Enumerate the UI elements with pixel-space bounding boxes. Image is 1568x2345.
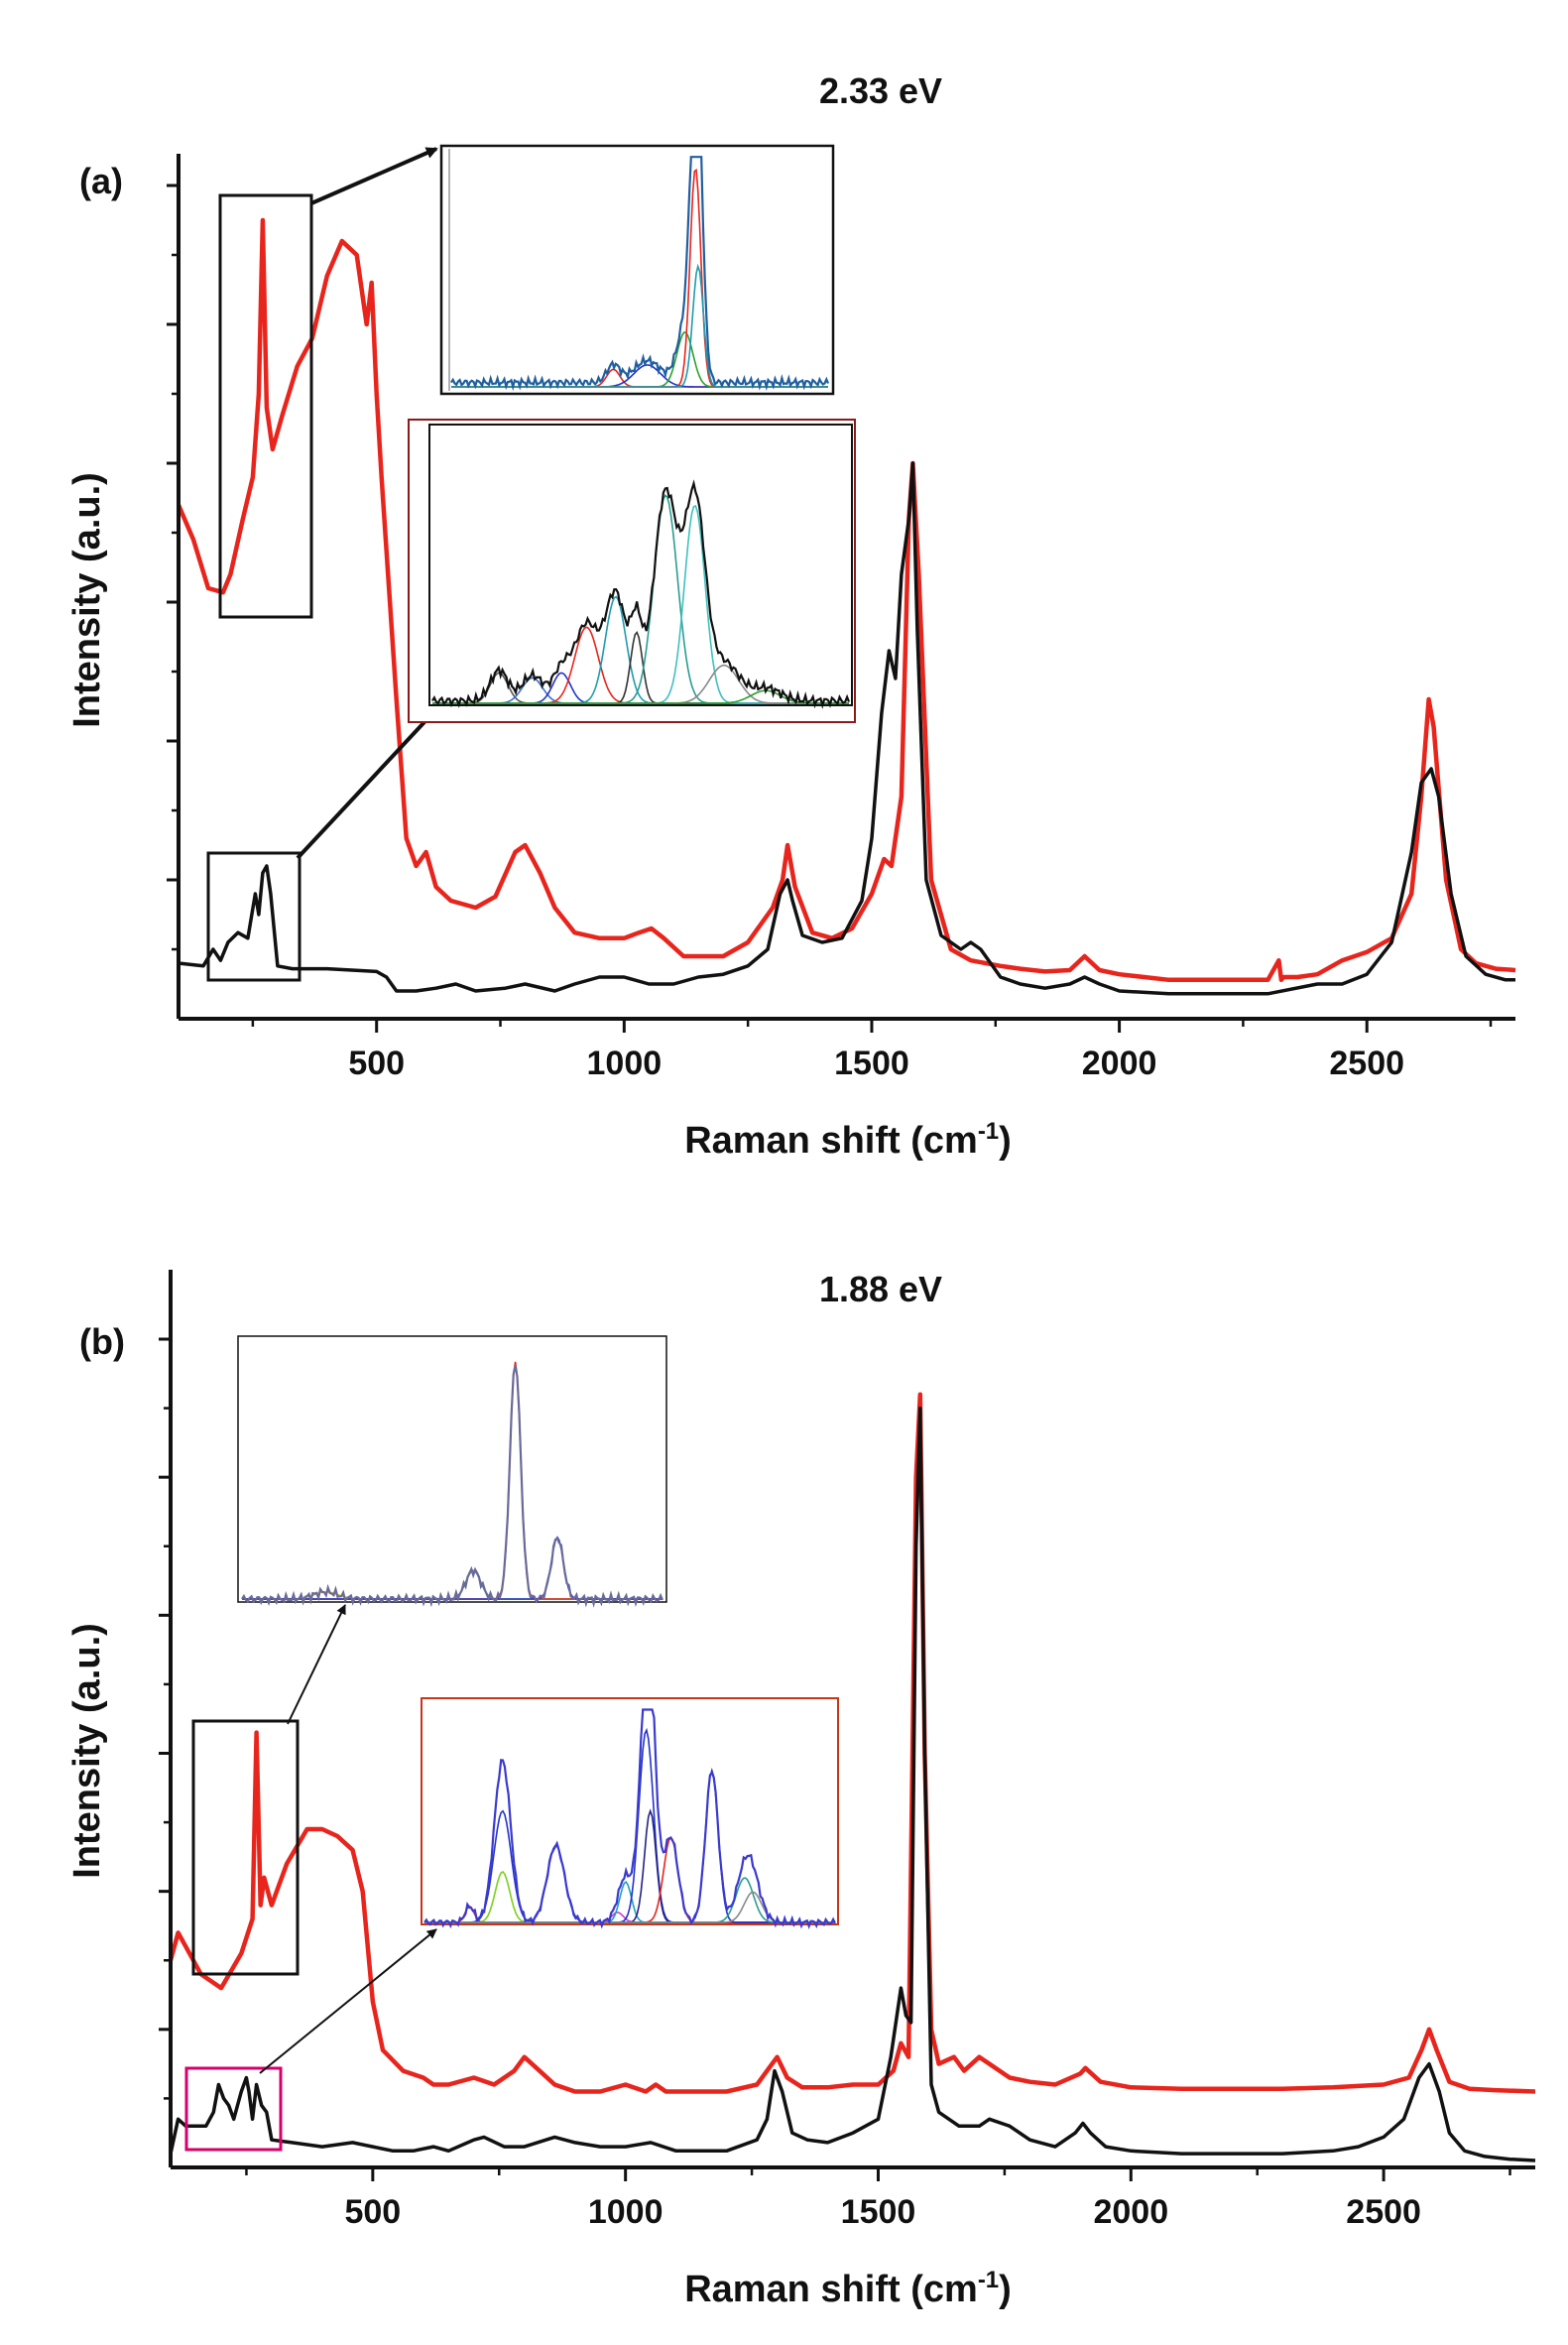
panel-a-x-tick-label: 1000 (587, 1045, 663, 1082)
panel-a-arrow-top (310, 147, 438, 205)
panel-a-highlight-box-black (206, 851, 302, 982)
inset-measured-spectrum (450, 156, 830, 392)
panel-a-xlabel-main: Raman shift (cm (684, 1120, 978, 1162)
panel-a-x-tick-label: 2500 (1329, 1045, 1404, 1082)
panel-b-series (168, 1392, 1536, 2162)
panel-b-inset-bottom-curves (423, 1708, 836, 1930)
panel-a-inset-bottom (408, 419, 856, 723)
panel-a-x-axis-title: Raman shift (cm-1) (684, 1118, 1012, 1162)
panel-a-chart: 2.33 eV (a) 500 1000 1500 2000 2500 Raman sh… (66, 70, 1516, 1162)
panel-b-arrow-bottom (259, 1928, 437, 2074)
panel-b-highlight-box-red (191, 1719, 300, 1976)
panel-a-series-black-line (178, 461, 1515, 996)
panel-a-xlabel-end: ) (999, 1120, 1012, 1162)
panel-a-y-axis-title: Intensity (a.u.) (66, 472, 108, 728)
panel-b-x-tick-label: 1500 (841, 2193, 916, 2231)
panel-b-title: 1.88 eV (819, 1269, 942, 1309)
panel-a-series-red-line (176, 217, 1516, 983)
panel-a-tag: (a) (79, 161, 123, 201)
panel-b-x-axis-title: Raman shift (cm-1) (684, 2267, 1012, 2310)
panel-b-ticks: 500 1000 1500 2000 2500 (159, 1337, 1511, 2231)
panel-a-inset-top (439, 144, 835, 396)
panel-b-chart: 1.88 eV (b) 500 1000 1500 2000 2500 Raman sh… (66, 1269, 1536, 2310)
panel-a-ticks: 500 1000 1500 2000 2500 (167, 184, 1493, 1082)
panel-a-x-tick-label: 500 (348, 1045, 405, 1082)
inset-measured-spectrum (431, 479, 851, 709)
panel-a-inset-bottom-curves (431, 479, 851, 709)
panel-b-x-tick-label: 2000 (1093, 2193, 1168, 2231)
panel-a-title: 2.33 eV (819, 70, 942, 111)
panel-b-series-black-line (169, 1406, 1536, 2162)
panel-b-highlight-box-black (184, 2066, 283, 2152)
panel-b-inset-top-curves (241, 1361, 664, 1608)
panel-b-x-tick-label: 500 (344, 2193, 401, 2231)
panel-b-xlabel-end: ) (999, 2269, 1012, 2310)
inset-measured-spectrum (423, 1708, 836, 1930)
panel-b-arrow-top (287, 1604, 346, 1725)
panel-b-x-tick-label: 1000 (588, 2193, 663, 2231)
panel-a-x-tick-label: 1500 (834, 1045, 909, 1082)
panel-a-inset-top-curves (450, 156, 830, 392)
panel-a-x-tick-label: 2000 (1082, 1045, 1157, 1082)
panel-b-series-red-line (168, 1392, 1536, 2094)
panel-a-arrow-bottom (296, 707, 438, 860)
panel-a-xlabel-sup: -1 (978, 1118, 999, 1145)
panel-b-y-axis-title: Intensity (a.u.) (66, 1623, 108, 1879)
panel-b-xlabel-sup: -1 (978, 2267, 999, 2293)
panel-b-x-tick-label: 2500 (1346, 2193, 1421, 2231)
panel-b-inset-bottom (421, 1697, 839, 1930)
panel-a-highlight-box-red (218, 193, 313, 619)
panel-b-inset-top (237, 1335, 667, 1608)
inset-measured-spectrum (241, 1364, 664, 1608)
panel-a-series (176, 217, 1516, 996)
panel-b-tag: (b) (79, 1321, 125, 1362)
panel-b-xlabel-main: Raman shift (cm (684, 2269, 978, 2310)
